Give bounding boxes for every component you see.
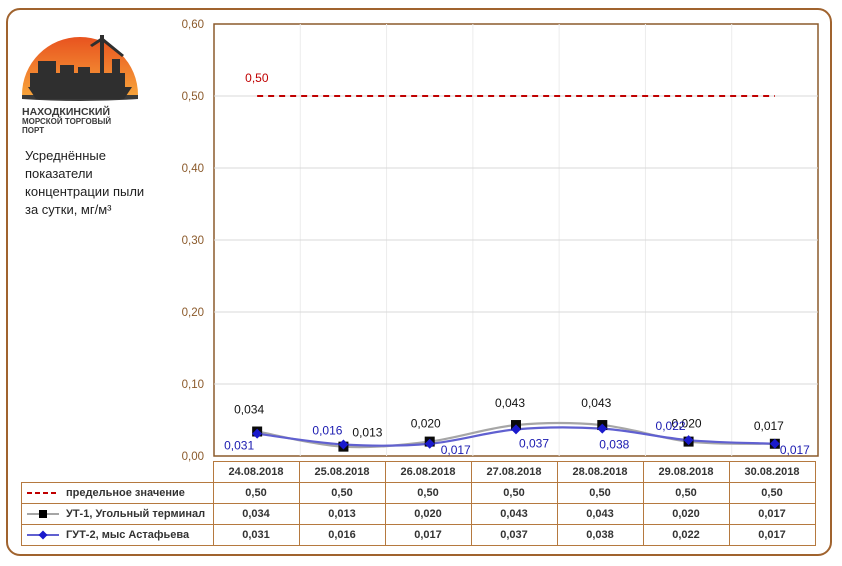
table-header-cell: 24.08.2018 xyxy=(212,461,300,483)
series-ut1-data-label: 0,017 xyxy=(754,419,784,433)
y-tick-label: 0,00 xyxy=(182,451,204,463)
series-gut2-marker xyxy=(769,438,780,449)
table-cell: 0,50 xyxy=(556,482,644,504)
table-cell: 0,50 xyxy=(728,482,816,504)
table-header-cell: 30.08.2018 xyxy=(728,461,816,483)
table-cell: 0,013 xyxy=(298,503,386,525)
series-gut2-data-label: 0,037 xyxy=(519,436,549,450)
logo-line-1: НАХОДКИНСКИЙ xyxy=(22,106,111,118)
series-gut2-data-label: 0,017 xyxy=(780,443,810,457)
series-ut1-data-label: 0,043 xyxy=(581,396,611,410)
legend-gut2: ГУТ-2, мыс Астафьева xyxy=(21,524,214,546)
logo-line-3: ПОРТ xyxy=(22,126,45,135)
table-header-row: 24.08.2018 25.08.2018 26.08.2018 27.08.2… xyxy=(22,461,816,483)
series-gut2-marker xyxy=(424,438,435,449)
table-header-cell: 25.08.2018 xyxy=(298,461,386,483)
logo-line-2: МОРСКОЙ ТОРГОВЫЙ xyxy=(22,117,112,126)
legend-ut1-key-icon xyxy=(27,510,59,519)
logo-caption: НАХОДКИНСКИЙ МОРСКОЙ ТОРГОВЫЙ ПОРТ xyxy=(22,106,152,135)
table-row: предельное значение 0,50 0,50 0,50 0,50 … xyxy=(21,482,816,504)
description-line-4: за сутки, мг/м³ xyxy=(25,202,112,217)
series-gut2-data-label: 0,017 xyxy=(441,443,471,457)
table-header-cell: 27.08.2018 xyxy=(470,461,558,483)
description-line-1: Усреднённые xyxy=(25,148,106,163)
table-cell: 0,038 xyxy=(556,524,644,546)
table-cell: 0,50 xyxy=(384,482,472,504)
table-row: УТ-1, Угольный терминал 0,034 0,013 0,02… xyxy=(21,503,816,525)
table-cell: 0,031 xyxy=(212,524,300,546)
table-cell: 0,50 xyxy=(212,482,300,504)
y-tick-label: 0,40 xyxy=(182,163,204,175)
table-cell: 0,50 xyxy=(298,482,386,504)
table-cell: 0,017 xyxy=(728,503,816,525)
series-ut1-data-label: 0,020 xyxy=(672,417,702,431)
table-cell: 0,037 xyxy=(470,524,558,546)
series-gut2-data-label: 0,016 xyxy=(312,423,342,437)
table-cell: 0,020 xyxy=(642,503,730,525)
legend-limit: предельное значение xyxy=(21,482,214,504)
chart-description: Усреднённые показатели концентрации пыли… xyxy=(25,147,175,219)
series-gut2-marker xyxy=(511,424,521,435)
legend-ut1-label: УТ-1, Угольный терминал xyxy=(66,508,206,520)
y-tick-label: 0,30 xyxy=(182,235,204,247)
table-row: ГУТ-2, мыс Астафьева 0,031 0,016 0,017 0… xyxy=(21,524,816,546)
series-gut2-marker xyxy=(338,439,349,450)
series-ut1-data-label: 0,020 xyxy=(411,417,441,431)
table-header-cell: 29.08.2018 xyxy=(642,461,730,483)
table-header-cell: 26.08.2018 xyxy=(384,461,472,483)
series-gut2-marker xyxy=(252,428,263,439)
limit-label: 0,50 xyxy=(245,71,269,85)
series-gut2-data-label: 0,022 xyxy=(656,419,686,433)
y-tick-label: 0,20 xyxy=(182,307,204,319)
table-cell: 0,034 xyxy=(212,503,300,525)
legend-gut2-label: ГУТ-2, мыс Астафьева xyxy=(66,529,190,541)
legend-gut2-key-icon xyxy=(27,530,59,540)
table-cell: 0,017 xyxy=(728,524,816,546)
description-line-2: показатели xyxy=(25,166,93,181)
data-table: 24.08.2018 25.08.2018 26.08.2018 27.08.2… xyxy=(21,461,816,546)
y-tick-label: 0,10 xyxy=(182,379,204,391)
table-header-cell: 28.08.2018 xyxy=(556,461,644,483)
table-cell: 0,017 xyxy=(384,524,472,546)
table-cell: 0,020 xyxy=(384,503,472,525)
series-ut1-data-label: 0,013 xyxy=(352,426,382,440)
description-line-3: концентрации пыли xyxy=(25,184,145,199)
series-ut1-data-label: 0,043 xyxy=(495,396,525,410)
y-tick-label: 0,50 xyxy=(182,91,204,103)
series-gut2-marker xyxy=(597,423,608,434)
series-gut2-marker xyxy=(683,435,694,446)
series-gut2-data-label: 0,038 xyxy=(599,438,629,452)
legend-limit-label: предельное значение xyxy=(66,487,185,499)
legend-ut1: УТ-1, Угольный терминал xyxy=(21,503,214,525)
table-cell: 0,022 xyxy=(642,524,730,546)
table-cell: 0,50 xyxy=(642,482,730,504)
table-cell: 0,50 xyxy=(470,482,558,504)
table-cell: 0,043 xyxy=(556,503,644,525)
series-ut1-data-label: 0,034 xyxy=(234,403,264,417)
y-tick-label: 0,60 xyxy=(182,19,204,31)
table-cell: 0,043 xyxy=(470,503,558,525)
series-gut2-data-label: 0,031 xyxy=(224,439,254,453)
table-corner xyxy=(22,462,214,483)
port-logo-icon xyxy=(22,35,138,101)
legend-limit-key-icon xyxy=(27,492,59,495)
table-cell: 0,016 xyxy=(298,524,386,546)
